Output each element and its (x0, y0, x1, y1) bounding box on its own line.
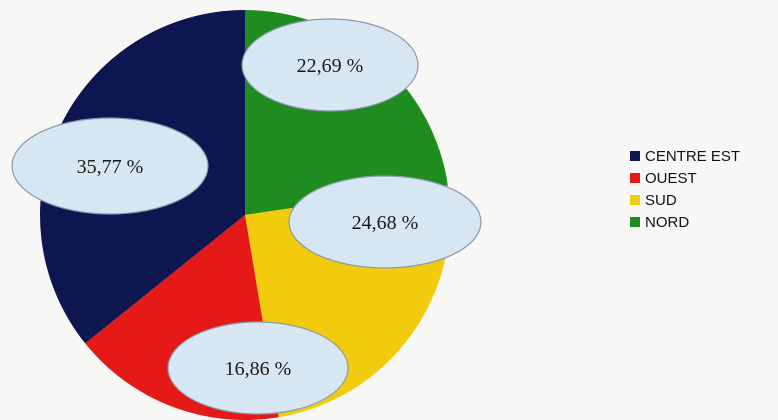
legend-label: CENTRE EST (645, 148, 740, 165)
legend-label: SUD (645, 192, 677, 209)
slice-label-centre-est: 35,77 % (11, 117, 209, 215)
legend-swatch (630, 195, 640, 205)
label-bubble (167, 321, 349, 415)
legend-label: OUEST (645, 170, 697, 187)
data-label: 35,77 % (77, 156, 144, 178)
legend-swatch (630, 151, 640, 161)
legend-item-sud: SUD (630, 192, 677, 209)
label-bubble (288, 175, 482, 269)
legend-label: NORD (645, 214, 689, 231)
legend: CENTRE EST OUEST SUD NORD (630, 148, 740, 231)
slice-label-nord: 22,69 % (241, 18, 419, 112)
slice-labels: 22,69 % 24,68 % 16,86 % 35,77 % (11, 18, 482, 415)
label-bubble (241, 18, 419, 112)
data-label: 22,69 % (297, 55, 364, 77)
slice-label-ouest: 16,86 % (167, 321, 349, 415)
slice-label-sud: 24,68 % (288, 175, 482, 269)
legend-item-ouest: OUEST (630, 170, 697, 187)
legend-item-centre-est: CENTRE EST (630, 148, 740, 165)
data-label: 24,68 % (352, 212, 419, 234)
legend-swatch (630, 173, 640, 183)
data-label: 16,86 % (225, 358, 292, 380)
label-bubble (11, 117, 209, 215)
legend-swatch (630, 217, 640, 227)
legend-item-nord: NORD (630, 214, 689, 231)
